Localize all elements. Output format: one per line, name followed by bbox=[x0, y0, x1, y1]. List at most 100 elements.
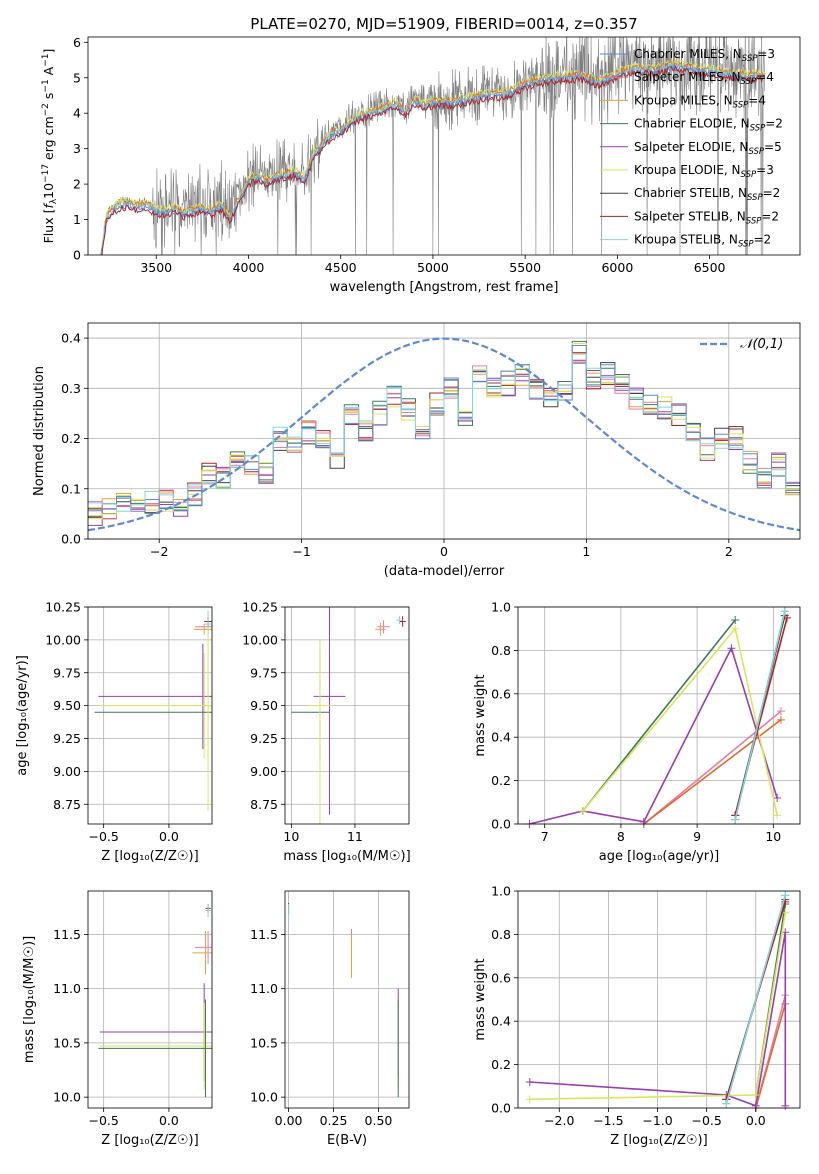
y-tick-label: 0.8 bbox=[491, 643, 511, 658]
legend-sub: SSP bbox=[748, 147, 764, 157]
y-label-part: s bbox=[41, 93, 56, 104]
legend-tail: =4 bbox=[748, 93, 766, 107]
legend-sub: SSP bbox=[738, 240, 754, 250]
y-tick-label: 11.0 bbox=[53, 981, 81, 996]
series-point bbox=[781, 1101, 790, 1110]
y-tick-label: 6 bbox=[73, 35, 81, 50]
y-tick-label: 0.4 bbox=[61, 331, 81, 346]
legend-entry: Kroupa STELIB, NSSP=2 bbox=[634, 233, 771, 250]
histogram-kroupa_stelib bbox=[88, 353, 800, 512]
y-label-part: erg cm bbox=[41, 116, 56, 164]
massweight_vs_Z-panel: −2.0 −1.5 −1.0 −0.5 0.0 0.0 0.2 0.4 0.6 0.8 1.0 Z [… bbox=[473, 884, 801, 1148]
x-axis-label: Z [log₁₀(Z/Z☉)] bbox=[101, 849, 198, 864]
errorbar bbox=[313, 607, 346, 815]
x-tick-label: 0.0 bbox=[159, 829, 179, 844]
legend-entry: Kroupa ELODIE, NSSP=3 bbox=[634, 163, 774, 180]
series-point bbox=[783, 613, 792, 622]
series-point bbox=[731, 815, 740, 824]
figure-title: PLATE=0270, MJD=51909, FIBERID=0014, z=0… bbox=[250, 15, 637, 33]
series-point bbox=[776, 707, 785, 716]
x-tick-label: 7 bbox=[541, 829, 549, 844]
axes-frame bbox=[517, 890, 801, 1109]
x-tick-label: 6500 bbox=[694, 260, 726, 275]
axes-frame bbox=[87, 890, 213, 1109]
legend-sub: SSP bbox=[742, 54, 758, 64]
x-tick-label: 3500 bbox=[140, 260, 172, 275]
errorbar bbox=[98, 999, 212, 1098]
y-tick-label: 8.75 bbox=[250, 797, 278, 812]
series-line bbox=[582, 619, 736, 812]
series-line bbox=[643, 719, 782, 825]
legend-label: Chabrier ELODIE, N bbox=[634, 117, 750, 131]
y-axis-label: mass weight bbox=[473, 958, 488, 1040]
y-tick-label: 0.0 bbox=[61, 532, 81, 547]
y-tick-label: 1 bbox=[73, 212, 81, 227]
y-tick-label: 0.8 bbox=[491, 927, 511, 942]
legend-label: Kroupa MILES, N bbox=[634, 93, 733, 107]
series-line bbox=[725, 895, 787, 1104]
series-line bbox=[755, 1003, 787, 1109]
x-tick-label: 0 bbox=[440, 544, 448, 559]
x-tick-label: 1 bbox=[582, 544, 590, 559]
legend-label: Salpeter STELIB, N bbox=[634, 209, 746, 223]
age_vs_mass-panel: 10 11 8.75 9.00 9.25 9.50 9.75 10.00 10.25 mass [… bbox=[242, 600, 410, 865]
y-tick-label: 9.50 bbox=[250, 698, 278, 713]
y-tick-label: 3 bbox=[73, 141, 81, 156]
series-point bbox=[731, 616, 740, 625]
y-tick-label: 10.00 bbox=[45, 632, 81, 647]
y-tick-label: 9.75 bbox=[250, 665, 278, 680]
x-tick-label: −0.5 bbox=[691, 1113, 721, 1128]
series-point bbox=[525, 1077, 534, 1086]
y-tick-label: 0.2 bbox=[491, 773, 511, 788]
x-tick-label: 0.00 bbox=[275, 1113, 303, 1128]
y-tick-label: 10.5 bbox=[250, 1035, 278, 1050]
y-tick-label: 0.6 bbox=[491, 970, 511, 985]
series-point bbox=[731, 624, 740, 633]
y-tick-label: 0.3 bbox=[61, 381, 81, 396]
legend-tail: =2 bbox=[765, 117, 783, 131]
errorbar bbox=[195, 931, 212, 964]
x-tick-label: 10 bbox=[283, 829, 299, 844]
x-axis-label: mass [log₁₀(M/M☉)] bbox=[283, 849, 410, 864]
series-point bbox=[776, 715, 785, 724]
legend-tail: =2 bbox=[761, 209, 779, 223]
x-tick-label: 4500 bbox=[325, 260, 357, 275]
axes-frame bbox=[517, 606, 801, 825]
y-tick-label: 5 bbox=[73, 70, 81, 85]
legend-tail: =2 bbox=[754, 233, 772, 247]
x-axis-label: age [log₁₀(age/yr)] bbox=[599, 849, 720, 864]
legend-entry: 𝒩(0,1) bbox=[740, 337, 783, 352]
legend-label: Kroupa STELIB, N bbox=[634, 233, 738, 247]
errorbar bbox=[396, 616, 403, 625]
errorbar bbox=[399, 616, 406, 627]
series-point bbox=[781, 891, 790, 900]
series-point bbox=[780, 607, 789, 616]
mass_vs_ebv-panel: 0.00 0.25 0.50 10.0 10.5 11.0 11.5 E(B-V) bbox=[250, 890, 410, 1148]
y-tick-label: 11.5 bbox=[53, 927, 81, 942]
legend-tail: =3 bbox=[757, 47, 775, 61]
legend-tail: =3 bbox=[756, 163, 774, 177]
legend-entry: Salpeter MILES, NSSP=4 bbox=[634, 70, 774, 87]
legend-sub: SSP bbox=[750, 124, 766, 134]
legend-label: Chabrier MILES, N bbox=[634, 47, 742, 61]
y-tick-label: 0 bbox=[73, 248, 81, 263]
x-tick-label: 0.25 bbox=[320, 1113, 348, 1128]
y-tick-label: 0.0 bbox=[491, 817, 511, 832]
y-tick-label: 9.25 bbox=[53, 731, 81, 746]
y-tick-label: 9.50 bbox=[53, 698, 81, 713]
y-label-part: A bbox=[41, 66, 56, 79]
y-tick-label: 1.0 bbox=[491, 884, 511, 899]
legend-tail: =5 bbox=[764, 140, 782, 154]
errorbar bbox=[205, 904, 211, 918]
x-tick-label: 5000 bbox=[417, 260, 449, 275]
x-tick-label: −1.0 bbox=[642, 1113, 672, 1128]
axes-frame bbox=[87, 36, 801, 256]
errorbar bbox=[98, 643, 212, 750]
y-tick-label: 0.4 bbox=[491, 730, 511, 745]
series-point bbox=[751, 1090, 760, 1099]
x-tick-label: 0.50 bbox=[365, 1113, 393, 1128]
series-point bbox=[773, 793, 782, 802]
legend-sub: SSP bbox=[733, 100, 749, 110]
y-tick-label: 9.25 bbox=[250, 731, 278, 746]
legend-tail: =2 bbox=[763, 186, 781, 200]
